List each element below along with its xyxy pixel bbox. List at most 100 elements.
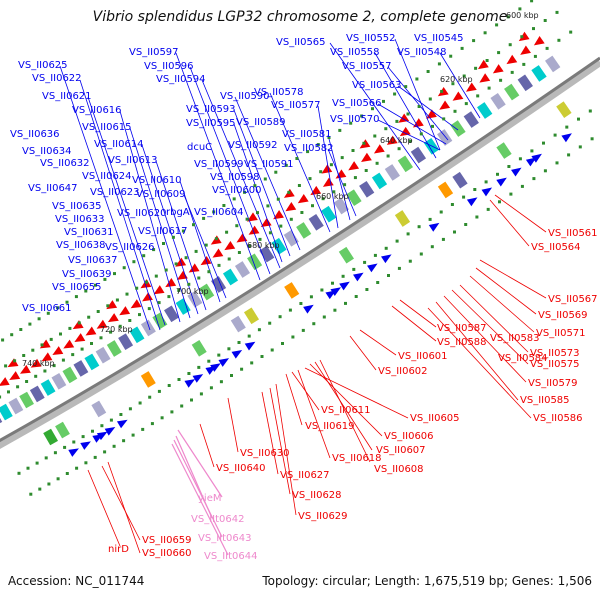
reverse-gene-arrow[interactable] [246, 225, 260, 239]
gene-label[interactable]: VS_II0610 [132, 175, 182, 186]
reverse-gene-arrow[interactable] [0, 377, 10, 390]
gene-label[interactable]: VS_II0548 [397, 47, 447, 58]
gene-label[interactable]: VS_II0585 [520, 395, 570, 406]
cog-feature-box[interactable] [384, 164, 401, 181]
cog-feature-box[interactable] [346, 189, 362, 207]
gene-label[interactable]: VS_II0660 [142, 548, 192, 559]
gene-label[interactable]: VS_II0602 [378, 366, 428, 377]
gene-label[interactable]: VS_II0635 [52, 201, 102, 212]
gene-label[interactable]: VS_II0595 [186, 118, 236, 129]
cog-feature-box[interactable] [40, 379, 56, 396]
gene-label[interactable]: VS_II0581 [282, 129, 332, 140]
cog-feature-box[interactable] [191, 339, 207, 357]
cog-feature-box[interactable] [230, 315, 246, 333]
gene-label[interactable]: VS_II0590 [220, 91, 270, 102]
gene-label[interactable]: VS_IIt0644 [204, 551, 257, 562]
reverse-gene-arrow[interactable] [104, 300, 118, 313]
forward-gene-arrow[interactable] [80, 438, 93, 450]
cog-feature-box[interactable] [62, 366, 78, 384]
cog-feature-box[interactable] [496, 142, 512, 159]
gene-label[interactable]: VS_II0611 [321, 405, 371, 416]
gene-label[interactable]: VS_II0575 [530, 359, 580, 370]
gene-label[interactable]: VS_II0605 [410, 413, 460, 424]
gene-label[interactable]: VS_II0627 [280, 470, 330, 481]
gene-label[interactable]: VS_II0655 [52, 282, 102, 293]
forward-gene-arrow[interactable] [353, 269, 366, 282]
gene-label[interactable]: VS_II0573 [530, 348, 580, 359]
cog-feature-box[interactable] [259, 245, 275, 263]
forward-gene-arrow[interactable] [244, 338, 258, 351]
reverse-gene-arrow[interactable] [106, 313, 119, 326]
forward-gene-arrow[interactable] [184, 376, 197, 388]
reverse-gene-arrow[interactable] [70, 320, 84, 333]
gene-label[interactable]: VS_IIt0643 [198, 533, 251, 544]
cog-feature-box[interactable] [463, 111, 479, 128]
gene-label[interactable]: nirD [108, 544, 129, 555]
gene-label[interactable]: VS_II0614 [94, 139, 144, 150]
reverse-gene-arrow[interactable] [39, 352, 53, 365]
forward-gene-arrow[interactable] [218, 355, 231, 367]
cog-feature-box[interactable] [504, 83, 520, 101]
gene-label[interactable]: VS_II0584 [498, 353, 548, 364]
reverse-gene-arrow[interactable] [28, 358, 42, 372]
gene-label[interactable]: VS_II0570 [330, 114, 380, 125]
gene-label[interactable]: VS_II0613 [108, 155, 158, 166]
reverse-gene-arrow[interactable] [72, 333, 86, 346]
reverse-gene-arrow[interactable] [18, 364, 31, 378]
reverse-gene-arrow[interactable] [94, 319, 108, 333]
gene-label[interactable]: VS_II0588 [437, 337, 487, 348]
gene-label[interactable]: VS_II0564 [531, 242, 581, 253]
cog-feature-box[interactable] [284, 282, 300, 299]
reverse-gene-arrow[interactable] [531, 35, 545, 49]
reverse-gene-arrow[interactable] [210, 248, 224, 262]
gene-label[interactable]: VS_II0629 [298, 511, 348, 522]
cog-feature-box[interactable] [0, 403, 13, 421]
gene-label[interactable]: VS_II0632 [40, 158, 90, 169]
gene-label[interactable]: VS_II0586 [533, 413, 583, 424]
forward-gene-arrow[interactable] [511, 164, 524, 177]
reverse-gene-arrow[interactable] [128, 299, 142, 312]
cog-feature-box[interactable] [437, 129, 453, 146]
gene-label[interactable]: VS_II0596 [144, 61, 194, 72]
cog-feature-box[interactable] [129, 326, 145, 344]
reverse-gene-arrow[interactable] [50, 346, 64, 359]
gene-label[interactable]: VS_II0661 [22, 303, 72, 314]
forward-gene-arrow[interactable] [481, 184, 495, 197]
reverse-gene-arrow[interactable] [163, 278, 177, 291]
gene-label[interactable]: VS_II0591 [244, 159, 294, 170]
reverse-gene-arrow[interactable] [7, 371, 21, 384]
forward-gene-arrow[interactable] [466, 194, 480, 207]
gene-label[interactable]: VS_II0579 [528, 378, 578, 389]
cog-feature-box[interactable] [211, 276, 227, 293]
reverse-gene-arrow[interactable] [5, 358, 19, 371]
gene-label[interactable]: VS_II0566 [332, 98, 382, 109]
cog-feature-box[interactable] [371, 172, 388, 190]
cog-feature-box[interactable] [51, 372, 67, 390]
gene-label[interactable]: VS_II0607 [376, 445, 426, 456]
cog-feature-box[interactable] [163, 305, 180, 323]
gene-label[interactable]: VS_II0563 [352, 80, 402, 91]
gene-label[interactable]: VS_II0601 [398, 351, 448, 362]
reverse-gene-arrow[interactable] [283, 202, 297, 215]
cog-feature-box[interactable] [247, 253, 263, 271]
reverse-gene-arrow[interactable] [463, 82, 477, 95]
reverse-gene-arrow[interactable] [38, 339, 51, 352]
gene-label[interactable]: VS_II0609 [136, 189, 186, 200]
cog-feature-box[interactable] [308, 213, 324, 231]
gene-label[interactable]: dcuC [187, 142, 212, 153]
cog-feature-box[interactable] [556, 101, 572, 119]
reverse-gene-arrow[interactable] [346, 161, 360, 174]
cog-feature-box[interactable] [410, 146, 427, 164]
gene-label[interactable]: VS_II0594 [156, 74, 206, 85]
reverse-gene-arrow[interactable] [186, 263, 200, 276]
forward-gene-arrow[interactable] [104, 424, 118, 436]
gene-label[interactable]: VS_II0578 [254, 87, 304, 98]
forward-gene-arrow[interactable] [381, 251, 394, 264]
gene-label[interactable]: VS_II0600 [212, 185, 262, 196]
gene-label[interactable]: VS_II0633 [55, 214, 105, 225]
gene-label[interactable]: VS_II0631 [64, 227, 114, 238]
gene-label[interactable]: VS_II0593 [186, 104, 236, 115]
reverse-gene-arrow[interactable] [477, 73, 491, 86]
forward-gene-arrow[interactable] [496, 174, 509, 187]
reverse-gene-arrow[interactable] [410, 118, 424, 131]
